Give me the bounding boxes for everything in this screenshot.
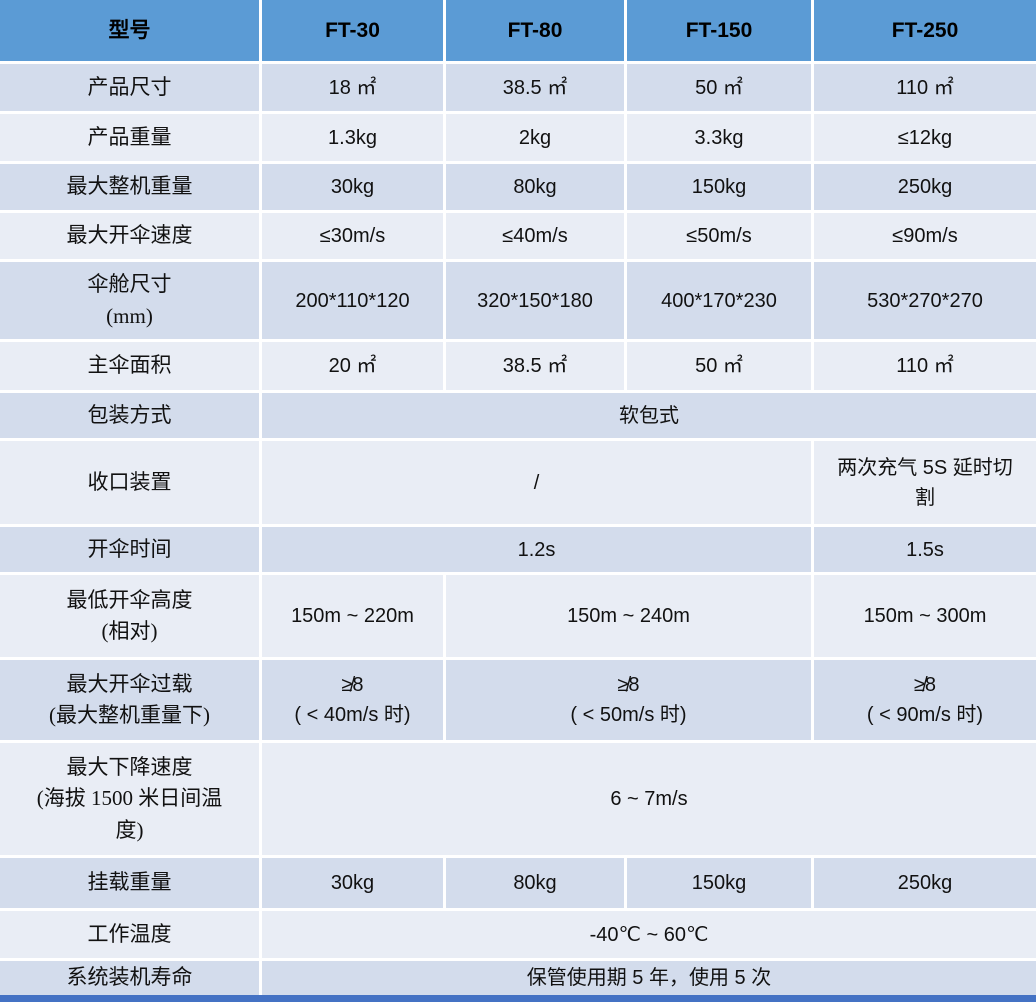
cell-product-size-ft30: 18 ㎡ <box>262 64 443 111</box>
header-model-label: 型号 <box>0 0 259 61</box>
row-label-reefing-device: 收口装置 <box>0 441 259 524</box>
row-label-canopy-bay-size: 伞舱尺寸 (mm) <box>0 262 259 339</box>
cell-payload-weight-ft80: 80kg <box>446 858 624 908</box>
cell-product-size-ft80: 38.5 ㎡ <box>446 64 624 111</box>
cell-deploy-time-ft30-150: 1.2s <box>262 527 811 572</box>
cell-max-deploy-speed-ft150: ≤50m/s <box>627 213 811 259</box>
cell-max-descent-speed-all: 6 ~ 7m/s <box>262 743 1036 855</box>
header-col-ft80: FT-80 <box>446 0 624 61</box>
bottom-accent-bar <box>0 995 1036 1002</box>
row-label-packing-type: 包装方式 <box>0 393 259 438</box>
row-label-system-service-life: 系统装机寿命 <box>0 961 259 995</box>
cell-canopy-bay-size-ft250: 530*270*270 <box>814 262 1036 339</box>
cell-main-canopy-area-ft150: 50 ㎡ <box>627 342 811 390</box>
cell-operating-temperature-all: -40℃ ~ 60℃ <box>262 911 1036 958</box>
row-label-product-weight: 产品重量 <box>0 114 259 161</box>
header-col-ft250: FT-250 <box>814 0 1036 61</box>
cell-product-size-ft150: 50 ㎡ <box>627 64 811 111</box>
cell-deploy-time-ft250: 1.5s <box>814 527 1036 572</box>
cell-canopy-bay-size-ft80: 320*150*180 <box>446 262 624 339</box>
cell-product-weight-ft30: 1.3kg <box>262 114 443 161</box>
cell-max-opening-load-ft250: ≱8 ( < 90m/s 时) <box>814 660 1036 740</box>
cell-main-canopy-area-ft80: 38.5 ㎡ <box>446 342 624 390</box>
cell-max-deploy-speed-ft250: ≤90m/s <box>814 213 1036 259</box>
cell-canopy-bay-size-ft150: 400*170*230 <box>627 262 811 339</box>
row-label-min-deploy-altitude: 最低开伞高度 (相对) <box>0 575 259 657</box>
cell-max-takeoff-weight-ft150: 150kg <box>627 164 811 210</box>
row-label-operating-temperature: 工作温度 <box>0 911 259 958</box>
row-label-product-size: 产品尺寸 <box>0 64 259 111</box>
cell-max-deploy-speed-ft30: ≤30m/s <box>262 213 443 259</box>
cell-max-takeoff-weight-ft250: 250kg <box>814 164 1036 210</box>
cell-canopy-bay-size-ft30: 200*110*120 <box>262 262 443 339</box>
cell-product-weight-ft250: ≤12kg <box>814 114 1036 161</box>
cell-min-deploy-altitude-ft80-150: 150m ~ 240m <box>446 575 811 657</box>
cell-reefing-device-ft250: 两次充气 5S 延时切 割 <box>814 441 1036 524</box>
cell-max-takeoff-weight-ft80: 80kg <box>446 164 624 210</box>
cell-product-weight-ft150: 3.3kg <box>627 114 811 161</box>
header-col-ft30: FT-30 <box>262 0 443 61</box>
header-col-ft150: FT-150 <box>627 0 811 61</box>
cell-product-weight-ft80: 2kg <box>446 114 624 161</box>
cell-min-deploy-altitude-ft250: 150m ~ 300m <box>814 575 1036 657</box>
cell-max-opening-load-ft80-150: ≱8 ( < 50m/s 时) <box>446 660 811 740</box>
cell-payload-weight-ft250: 250kg <box>814 858 1036 908</box>
cell-main-canopy-area-ft250: 110 ㎡ <box>814 342 1036 390</box>
row-label-max-descent-speed: 最大下降速度 (海拔 1500 米日间温 度) <box>0 743 259 855</box>
cell-payload-weight-ft150: 150kg <box>627 858 811 908</box>
row-label-max-takeoff-weight: 最大整机重量 <box>0 164 259 210</box>
cell-main-canopy-area-ft30: 20 ㎡ <box>262 342 443 390</box>
cell-payload-weight-ft30: 30kg <box>262 858 443 908</box>
row-label-max-opening-load: 最大开伞过载 (最大整机重量下) <box>0 660 259 740</box>
cell-packing-type-all: 软包式 <box>262 393 1036 438</box>
cell-reefing-device-ft30-150: / <box>262 441 811 524</box>
cell-system-service-life-all: 保管使用期 5 年，使用 5 次 <box>262 961 1036 995</box>
cell-max-takeoff-weight-ft30: 30kg <box>262 164 443 210</box>
row-label-payload-weight: 挂载重量 <box>0 858 259 908</box>
cell-product-size-ft250: 110 ㎡ <box>814 64 1036 111</box>
row-label-main-canopy-area: 主伞面积 <box>0 342 259 390</box>
cell-max-opening-load-ft30: ≱8 ( < 40m/s 时) <box>262 660 443 740</box>
cell-max-deploy-speed-ft80: ≤40m/s <box>446 213 624 259</box>
row-label-deploy-time: 开伞时间 <box>0 527 259 572</box>
cell-min-deploy-altitude-ft30: 150m ~ 220m <box>262 575 443 657</box>
row-label-max-deploy-speed: 最大开伞速度 <box>0 213 259 259</box>
